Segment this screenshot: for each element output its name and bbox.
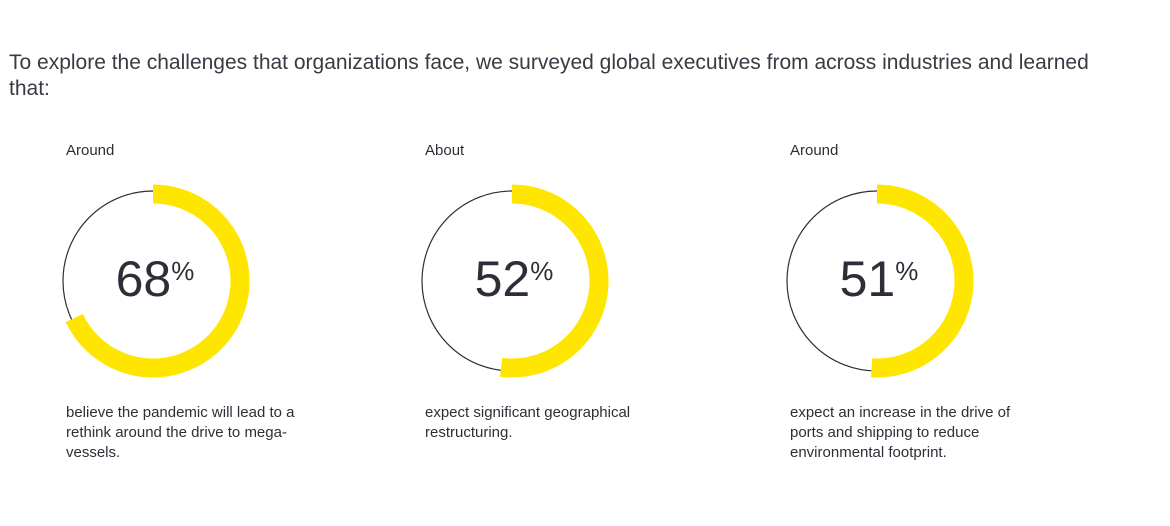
stat-description: believe the pandemic will lead to a reth… [66,404,295,461]
stat-prefix: Around [790,142,839,159]
donut-chart [62,184,250,378]
intro-text: To explore the challenges that organizat… [9,51,1089,100]
stat-number: 52 [474,251,531,307]
stat-unit: % [171,256,195,286]
donut-chart [786,184,974,378]
donut-value-arc [65,184,250,378]
donut-value-arc [499,184,609,378]
stat-unit: % [895,256,919,286]
stat-value: 68% [60,250,250,308]
stat-value: 52% [419,250,609,308]
stat-prefix: About [425,142,465,159]
stat-number: 68 [115,251,172,307]
stat-description: expect an increase in the drive of ports… [790,404,1011,461]
stat-value: 51% [784,250,974,308]
stat-number: 51 [839,251,896,307]
stat-description: expect significant geographical restruct… [425,404,631,441]
donut-chart [421,184,609,378]
donut-value-arc [870,184,974,378]
stat-prefix: Around [66,142,115,159]
stat-unit: % [530,256,554,286]
